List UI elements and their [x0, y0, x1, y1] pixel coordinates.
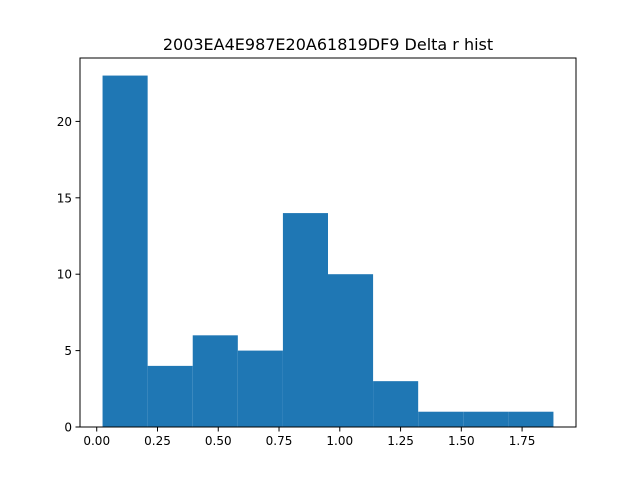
histogram-bar-2	[192, 335, 238, 427]
histogram-bar-7	[418, 411, 464, 427]
x-tick-label: 1.75	[509, 434, 536, 448]
x-tick-label: 1.50	[448, 434, 475, 448]
x-tick-label: 0.50	[205, 434, 232, 448]
y-tick-label: 5	[64, 344, 72, 358]
x-tick-label: 0.75	[266, 434, 293, 448]
y-tick-label: 10	[57, 268, 72, 282]
x-tick-label: 1.00	[326, 434, 353, 448]
x-tick-label: 1.25	[387, 434, 414, 448]
histogram-bar-4	[282, 213, 328, 427]
histogram-bar-8	[463, 411, 509, 427]
x-tick-label: 0.00	[83, 434, 110, 448]
x-tick-label: 0.25	[144, 434, 171, 448]
histogram-bar-0	[102, 75, 148, 428]
histogram-bar-6	[373, 381, 419, 427]
axes-layer: 0.00 0.25 0.50 0.75 1.00 1.25 1.50 1.75 0 5 10 15 20	[57, 57, 577, 448]
histogram-bar-3	[237, 350, 283, 427]
histogram-bar-9	[508, 411, 554, 427]
y-tick-label: 0	[64, 421, 72, 435]
histogram-bar-1	[147, 365, 193, 427]
histogram-bar-5	[328, 274, 374, 427]
y-tick-label: 20	[57, 115, 72, 129]
chart-title: 2003EA4E987E20A61819DF9 Delta r hist	[163, 35, 493, 54]
plot-frame	[79, 57, 577, 428]
bars-layer	[102, 75, 554, 428]
y-tick-label: 15	[57, 191, 72, 205]
